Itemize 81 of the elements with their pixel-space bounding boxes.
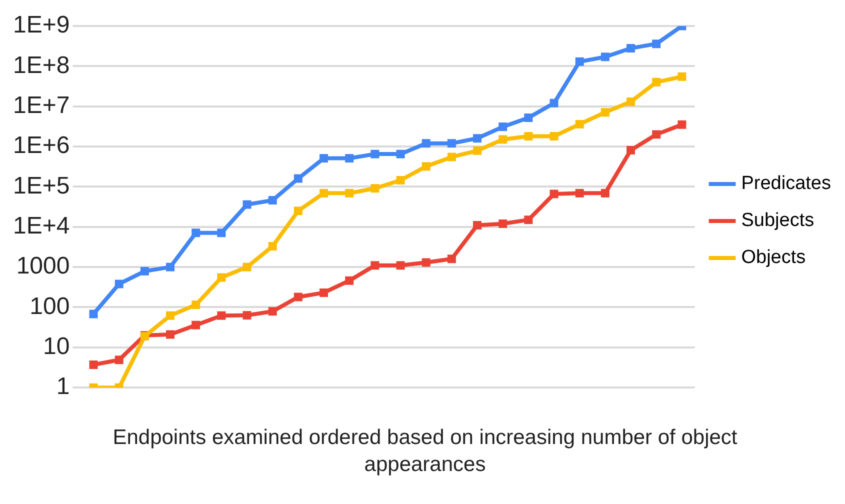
point: [396, 176, 405, 184]
point: [447, 139, 456, 148]
point: [370, 261, 380, 270]
point: [242, 262, 252, 272]
point: [192, 320, 200, 330]
point: [473, 220, 482, 230]
point: [217, 273, 226, 282]
y-tick-label: 1000: [16, 252, 70, 280]
x-axis-title: Endpoints examined ordered based on increasing number of object appearances: [112, 425, 738, 478]
legend-label: Objects: [741, 247, 806, 268]
point: [447, 152, 456, 162]
point: [370, 184, 380, 193]
point: [294, 292, 302, 302]
y-tick-label: 1E+5: [13, 172, 70, 200]
point: [524, 114, 533, 122]
point: [345, 276, 354, 285]
point: [550, 190, 558, 198]
point: [498, 135, 508, 144]
point: [294, 174, 302, 183]
point: [114, 356, 124, 364]
point: [166, 262, 175, 272]
point: [89, 310, 98, 318]
point: [524, 132, 533, 141]
point: [217, 228, 226, 238]
point: [242, 311, 252, 320]
point: [166, 330, 175, 339]
point: [242, 200, 252, 209]
point: [89, 360, 98, 370]
point: [268, 242, 277, 250]
point: [473, 134, 482, 143]
point: [268, 307, 277, 316]
y-tick-label: 1E+7: [13, 92, 70, 119]
point: [422, 139, 430, 148]
point: [550, 132, 558, 141]
point: [524, 216, 533, 224]
point: [422, 162, 430, 171]
point: [498, 122, 508, 132]
point: [447, 254, 456, 264]
point: [652, 130, 661, 139]
point: [396, 261, 405, 270]
point: [678, 72, 686, 81]
point: [678, 120, 686, 129]
point: [626, 146, 636, 154]
point: [575, 188, 584, 198]
point: [575, 57, 584, 66]
point: [473, 146, 482, 155]
point: [166, 311, 175, 320]
point: [268, 196, 277, 205]
y-tick-label: 1E+4: [13, 212, 70, 240]
point: [600, 108, 610, 117]
point: [114, 280, 124, 288]
point: [320, 288, 328, 297]
point: [652, 40, 661, 48]
point: [192, 300, 200, 310]
y-tick-label: 1E+8: [13, 52, 70, 79]
point: [498, 219, 508, 228]
point: [550, 98, 558, 108]
y-tick-label: 1E+6: [13, 132, 70, 160]
point: [396, 150, 405, 158]
point: [320, 188, 328, 198]
legend-label: Subjects: [741, 210, 814, 232]
point: [370, 150, 380, 158]
point: [600, 188, 610, 198]
point: [140, 266, 149, 276]
point: [217, 311, 226, 320]
point: [294, 206, 302, 216]
point: [652, 78, 661, 86]
legend-label: Predicates: [741, 173, 832, 194]
y-tick-label: 10: [43, 333, 70, 360]
point: [626, 98, 636, 106]
point: [600, 52, 610, 62]
y-tick-label: 100: [30, 292, 70, 320]
point: [626, 44, 636, 52]
point: [345, 188, 354, 198]
point: [422, 258, 430, 267]
y-tick-label: 1E+9: [13, 12, 70, 39]
y-tick-label: 1: [56, 373, 70, 400]
point: [575, 120, 584, 128]
point: [320, 154, 328, 163]
point: [192, 228, 200, 238]
point: [345, 154, 354, 163]
